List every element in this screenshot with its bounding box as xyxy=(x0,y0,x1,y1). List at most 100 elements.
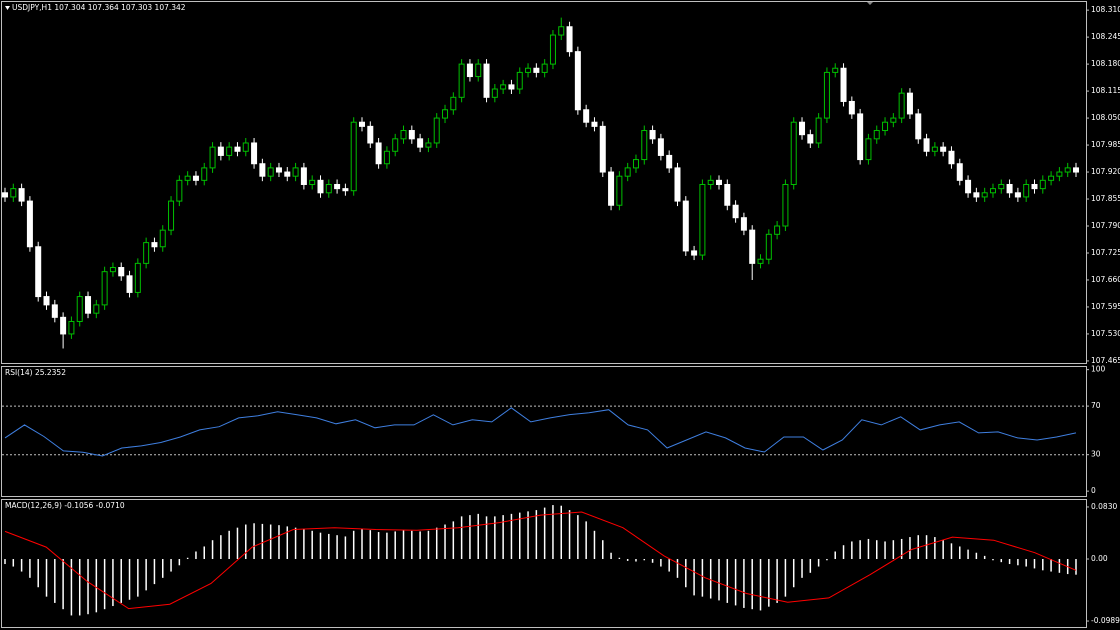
candle-body xyxy=(898,92,905,119)
candle-body xyxy=(1039,179,1046,190)
candle-body xyxy=(400,130,407,140)
candle-body xyxy=(591,121,598,127)
candle-body xyxy=(217,146,224,156)
candle-body xyxy=(359,121,365,127)
candle-body xyxy=(68,320,75,335)
candle-body xyxy=(1048,175,1055,181)
candle-body xyxy=(184,175,191,181)
candle-body xyxy=(51,304,58,318)
y-tick-label: 108.050 xyxy=(1091,113,1120,122)
candle-body xyxy=(442,109,449,119)
candle-body xyxy=(865,138,872,161)
candle-body xyxy=(906,92,913,115)
candle-body xyxy=(724,183,731,206)
signal-line xyxy=(4,511,1077,610)
price-panel xyxy=(1,1,1087,364)
candle-body xyxy=(857,113,864,161)
candle-body xyxy=(1056,171,1063,177)
y-tick-label: 70 xyxy=(1091,401,1101,410)
candle-body xyxy=(1014,192,1021,198)
candle-body xyxy=(168,200,175,231)
candle-body xyxy=(732,204,739,219)
y-tick-label: 107.595 xyxy=(1091,302,1120,311)
candle-body xyxy=(641,130,648,161)
candle-body xyxy=(342,188,349,192)
y-tick-label: -0.0989 xyxy=(1091,616,1120,625)
y-tick-label: 107.790 xyxy=(1091,221,1120,230)
candle-body xyxy=(18,188,25,202)
candle-body xyxy=(309,179,316,185)
chart-title: USDJPY,H1 107.304 107.364 107.303 107.34… xyxy=(12,3,186,12)
candle-body xyxy=(383,150,390,165)
candle-body xyxy=(566,26,573,53)
candle-body xyxy=(275,167,282,173)
candle-body xyxy=(873,130,880,140)
candle-body xyxy=(740,217,747,231)
candle-body xyxy=(134,262,141,293)
candle-body xyxy=(533,67,540,73)
candle-body xyxy=(508,84,515,90)
candle-body xyxy=(143,242,150,264)
candle-body xyxy=(284,171,291,177)
candle-body xyxy=(109,267,116,273)
candle-body xyxy=(632,159,639,169)
candle-body xyxy=(799,121,806,136)
candle-body xyxy=(375,142,382,165)
candle-body xyxy=(807,134,814,144)
candle-body xyxy=(882,121,889,132)
candle-body xyxy=(408,130,415,140)
candle-body xyxy=(1031,183,1038,190)
candle-body xyxy=(192,175,199,181)
y-tick-label: 0.0830 xyxy=(1091,502,1117,511)
rsi-panel xyxy=(1,366,1087,497)
candle-body xyxy=(790,121,797,185)
candle-body xyxy=(549,34,556,65)
candle-body xyxy=(923,138,930,152)
candle-body xyxy=(267,167,274,177)
y-tick-label: 108.245 xyxy=(1091,32,1120,41)
candle-body xyxy=(350,121,357,192)
candle-body xyxy=(782,183,789,227)
candle-body xyxy=(251,142,258,165)
candle-body xyxy=(1023,183,1030,198)
candle-body xyxy=(209,146,216,169)
candle-body xyxy=(749,229,756,264)
candle-body xyxy=(516,71,523,90)
candle-body xyxy=(151,242,158,248)
candle-body xyxy=(101,271,108,306)
y-tick-label: 0 xyxy=(1091,486,1096,495)
candle-body xyxy=(392,138,399,152)
candle-body xyxy=(915,113,922,140)
candle-body xyxy=(367,125,374,144)
candle-body xyxy=(1006,183,1013,194)
candle-body xyxy=(43,296,50,306)
candle-body xyxy=(649,130,656,140)
candle-body xyxy=(500,84,507,90)
y-tick-label: 108.180 xyxy=(1091,59,1120,68)
symbol-menu-arrow[interactable] xyxy=(5,6,10,10)
candle-body xyxy=(682,200,689,252)
candle-body xyxy=(823,71,830,119)
y-tick-label: 107.660 xyxy=(1091,275,1120,284)
y-tick-label: 100 xyxy=(1091,365,1106,374)
candle-body xyxy=(931,146,938,152)
y-tick-label: 107.530 xyxy=(1091,329,1120,338)
candle-body xyxy=(815,117,822,144)
candle-body xyxy=(558,26,565,36)
y-tick-label: 107.855 xyxy=(1091,194,1120,203)
candle-body xyxy=(699,183,706,256)
candle-body xyxy=(890,117,897,123)
candle-body xyxy=(226,146,233,156)
candle-body xyxy=(85,296,92,314)
candle-body xyxy=(334,183,341,190)
y-tick-label: 107.985 xyxy=(1091,140,1120,149)
candle-body xyxy=(832,67,839,73)
y-tick-label: 107.725 xyxy=(1091,248,1120,257)
candle-body xyxy=(981,192,988,198)
candle-body xyxy=(624,167,631,177)
candle-body xyxy=(774,225,781,235)
candle-body xyxy=(201,167,208,181)
y-tick-label: 0.00 xyxy=(1091,554,1108,563)
